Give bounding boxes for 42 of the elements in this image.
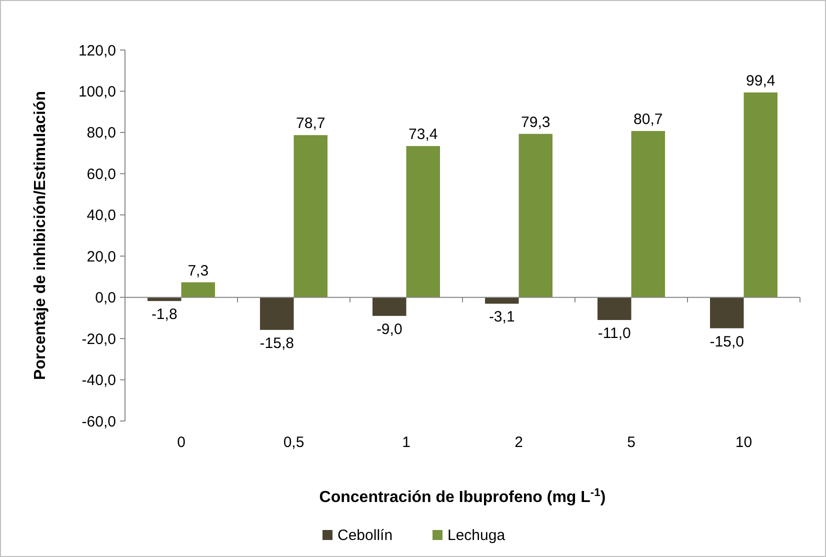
data-label: 80,7 <box>634 111 663 128</box>
y-tick-label: 20,0 <box>86 248 116 266</box>
data-label: 7,3 <box>188 262 209 280</box>
x-tick-label: 1 <box>402 434 410 451</box>
data-label: 78,7 <box>296 115 326 132</box>
bar <box>710 297 744 328</box>
bar <box>372 297 406 316</box>
y-tick-label: -40,0 <box>82 372 116 390</box>
x-tick-label: 5 <box>627 434 636 451</box>
bar <box>744 92 778 298</box>
data-label: -15,8 <box>260 334 294 352</box>
y-tick-label: 100,0 <box>78 83 116 100</box>
bar <box>406 146 440 298</box>
y-tick-label: -60,0 <box>82 413 116 430</box>
data-label: -15,0 <box>710 333 744 350</box>
y-tick-label: 40,0 <box>86 207 116 224</box>
y-tick-label: 120,0 <box>78 42 116 60</box>
x-axis-title: Concentración de Ibuprofeno (mg L$^{-1}$) <box>319 487 606 506</box>
y-tick-label: 80,0 <box>86 124 116 142</box>
legend-label: Lechuga <box>448 527 506 544</box>
y-tick-label: 0,0 <box>95 290 116 307</box>
y-axis-title: Porcentaje de inhibición/Estimulación <box>32 91 49 380</box>
bar <box>260 297 294 330</box>
bar <box>631 131 665 298</box>
bar <box>518 134 552 298</box>
legend-label: Cebollín <box>338 527 393 544</box>
data-label: -11,0 <box>598 325 631 342</box>
data-label: 79,3 <box>521 114 550 131</box>
data-label: -3,1 <box>488 308 515 326</box>
data-label: 99,4 <box>746 72 776 90</box>
data-label: -1,8 <box>151 306 178 324</box>
bar <box>181 282 215 298</box>
x-tick-label: 2 <box>514 434 523 451</box>
data-label: -9,0 <box>376 320 402 338</box>
y-tick-label: 60,0 <box>86 166 116 183</box>
x-tick-label: 0 <box>177 434 186 451</box>
bar <box>598 297 632 320</box>
x-tick-label: 10 <box>735 434 752 451</box>
data-label: 73,4 <box>408 126 438 144</box>
bar <box>294 135 328 298</box>
x-tick-label: 0,5 <box>283 434 304 451</box>
y-tick-label: -20,0 <box>82 330 116 348</box>
